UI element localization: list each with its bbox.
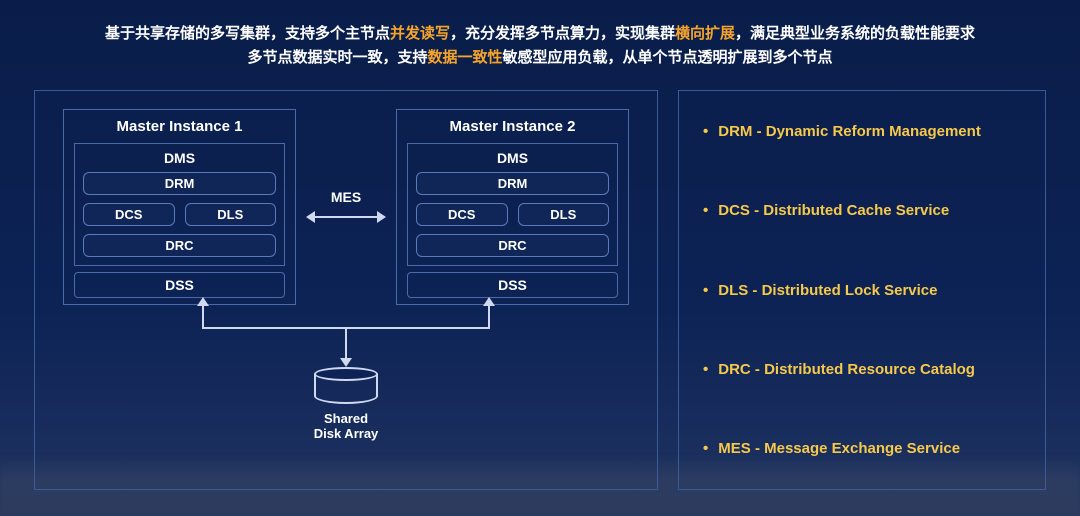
connector-line-icon <box>488 305 490 327</box>
header-l2-b: 敏感型应用负载，从单个节点透明扩展到多个节点 <box>503 49 833 66</box>
double-arrow-icon <box>306 209 386 225</box>
header-l1-hl1: 并发读写 <box>390 25 450 42</box>
content-row: Master Instance 1 DMS DRM DCS DLS DRC DS… <box>34 90 1046 490</box>
dls-pill: DLS <box>185 203 277 226</box>
drc-pill: DRC <box>83 234 276 257</box>
mes-label: MES <box>331 189 361 205</box>
shared-disk: Shared Disk Array <box>63 367 629 441</box>
dms-label: DMS <box>416 150 609 166</box>
dms-box: DMS DRM DCS DLS DRC <box>74 143 285 266</box>
drm-pill: DRM <box>83 172 276 195</box>
dls-pill: DLS <box>518 203 610 226</box>
down-arrow-icon <box>345 327 347 359</box>
dcs-pill: DCS <box>416 203 508 226</box>
dms-box: DMS DRM DCS DLS DRC <box>407 143 618 266</box>
header-l2-a: 多节点数据实时一致，支持 <box>247 49 427 66</box>
drc-pill: DRC <box>416 234 609 257</box>
drm-pill: DRM <box>416 172 609 195</box>
header-l1-c: ，满足典型业务系统的负载性能要求 <box>735 25 975 42</box>
instances-row: Master Instance 1 DMS DRM DCS DLS DRC DS… <box>63 109 629 305</box>
legend-item: MES - Message Exchange Service <box>699 430 1025 467</box>
legend-item: DLS - Distributed Lock Service <box>699 272 1025 309</box>
legend-item: DRC - Distributed Resource Catalog <box>699 351 1025 388</box>
dms-label: DMS <box>83 150 276 166</box>
header-l1-a: 基于共享存储的多写集群，支持多个主节点 <box>105 25 390 42</box>
disk-label-l2: Disk Array <box>314 426 379 441</box>
header-l2-hl: 数据一致性 <box>427 49 502 66</box>
connector-stage <box>63 305 629 373</box>
legend-item: DRM - Dynamic Reform Management <box>699 113 1025 150</box>
instance-title: Master Instance 1 <box>74 118 285 135</box>
header-l1-hl2: 横向扩展 <box>675 25 735 42</box>
mes-connector: MES <box>296 109 396 225</box>
dss-box: DSS <box>74 272 285 298</box>
cylinder-icon <box>314 367 378 407</box>
header-text: 基于共享存储的多写集群，支持多个主节点并发读写，充分发挥多节点算力，实现集群横向… <box>0 0 1080 70</box>
master-instance-1: Master Instance 1 DMS DRM DCS DLS DRC DS… <box>63 109 296 305</box>
master-instance-2: Master Instance 2 DMS DRM DCS DLS DRC DS… <box>396 109 629 305</box>
header-l1-b: ，充分发挥多节点算力，实现集群 <box>450 25 675 42</box>
disk-label: Shared Disk Array <box>314 411 379 441</box>
connector-line-icon <box>202 305 204 327</box>
instance-title: Master Instance 2 <box>407 118 618 135</box>
diagram-panel: Master Instance 1 DMS DRM DCS DLS DRC DS… <box>34 90 658 490</box>
disk-label-l1: Shared <box>324 411 368 426</box>
legend-item: DCS - Distributed Cache Service <box>699 192 1025 229</box>
dss-box: DSS <box>407 272 618 298</box>
legend-panel: DRM - Dynamic Reform Management DCS - Di… <box>678 90 1046 490</box>
dcs-pill: DCS <box>83 203 175 226</box>
